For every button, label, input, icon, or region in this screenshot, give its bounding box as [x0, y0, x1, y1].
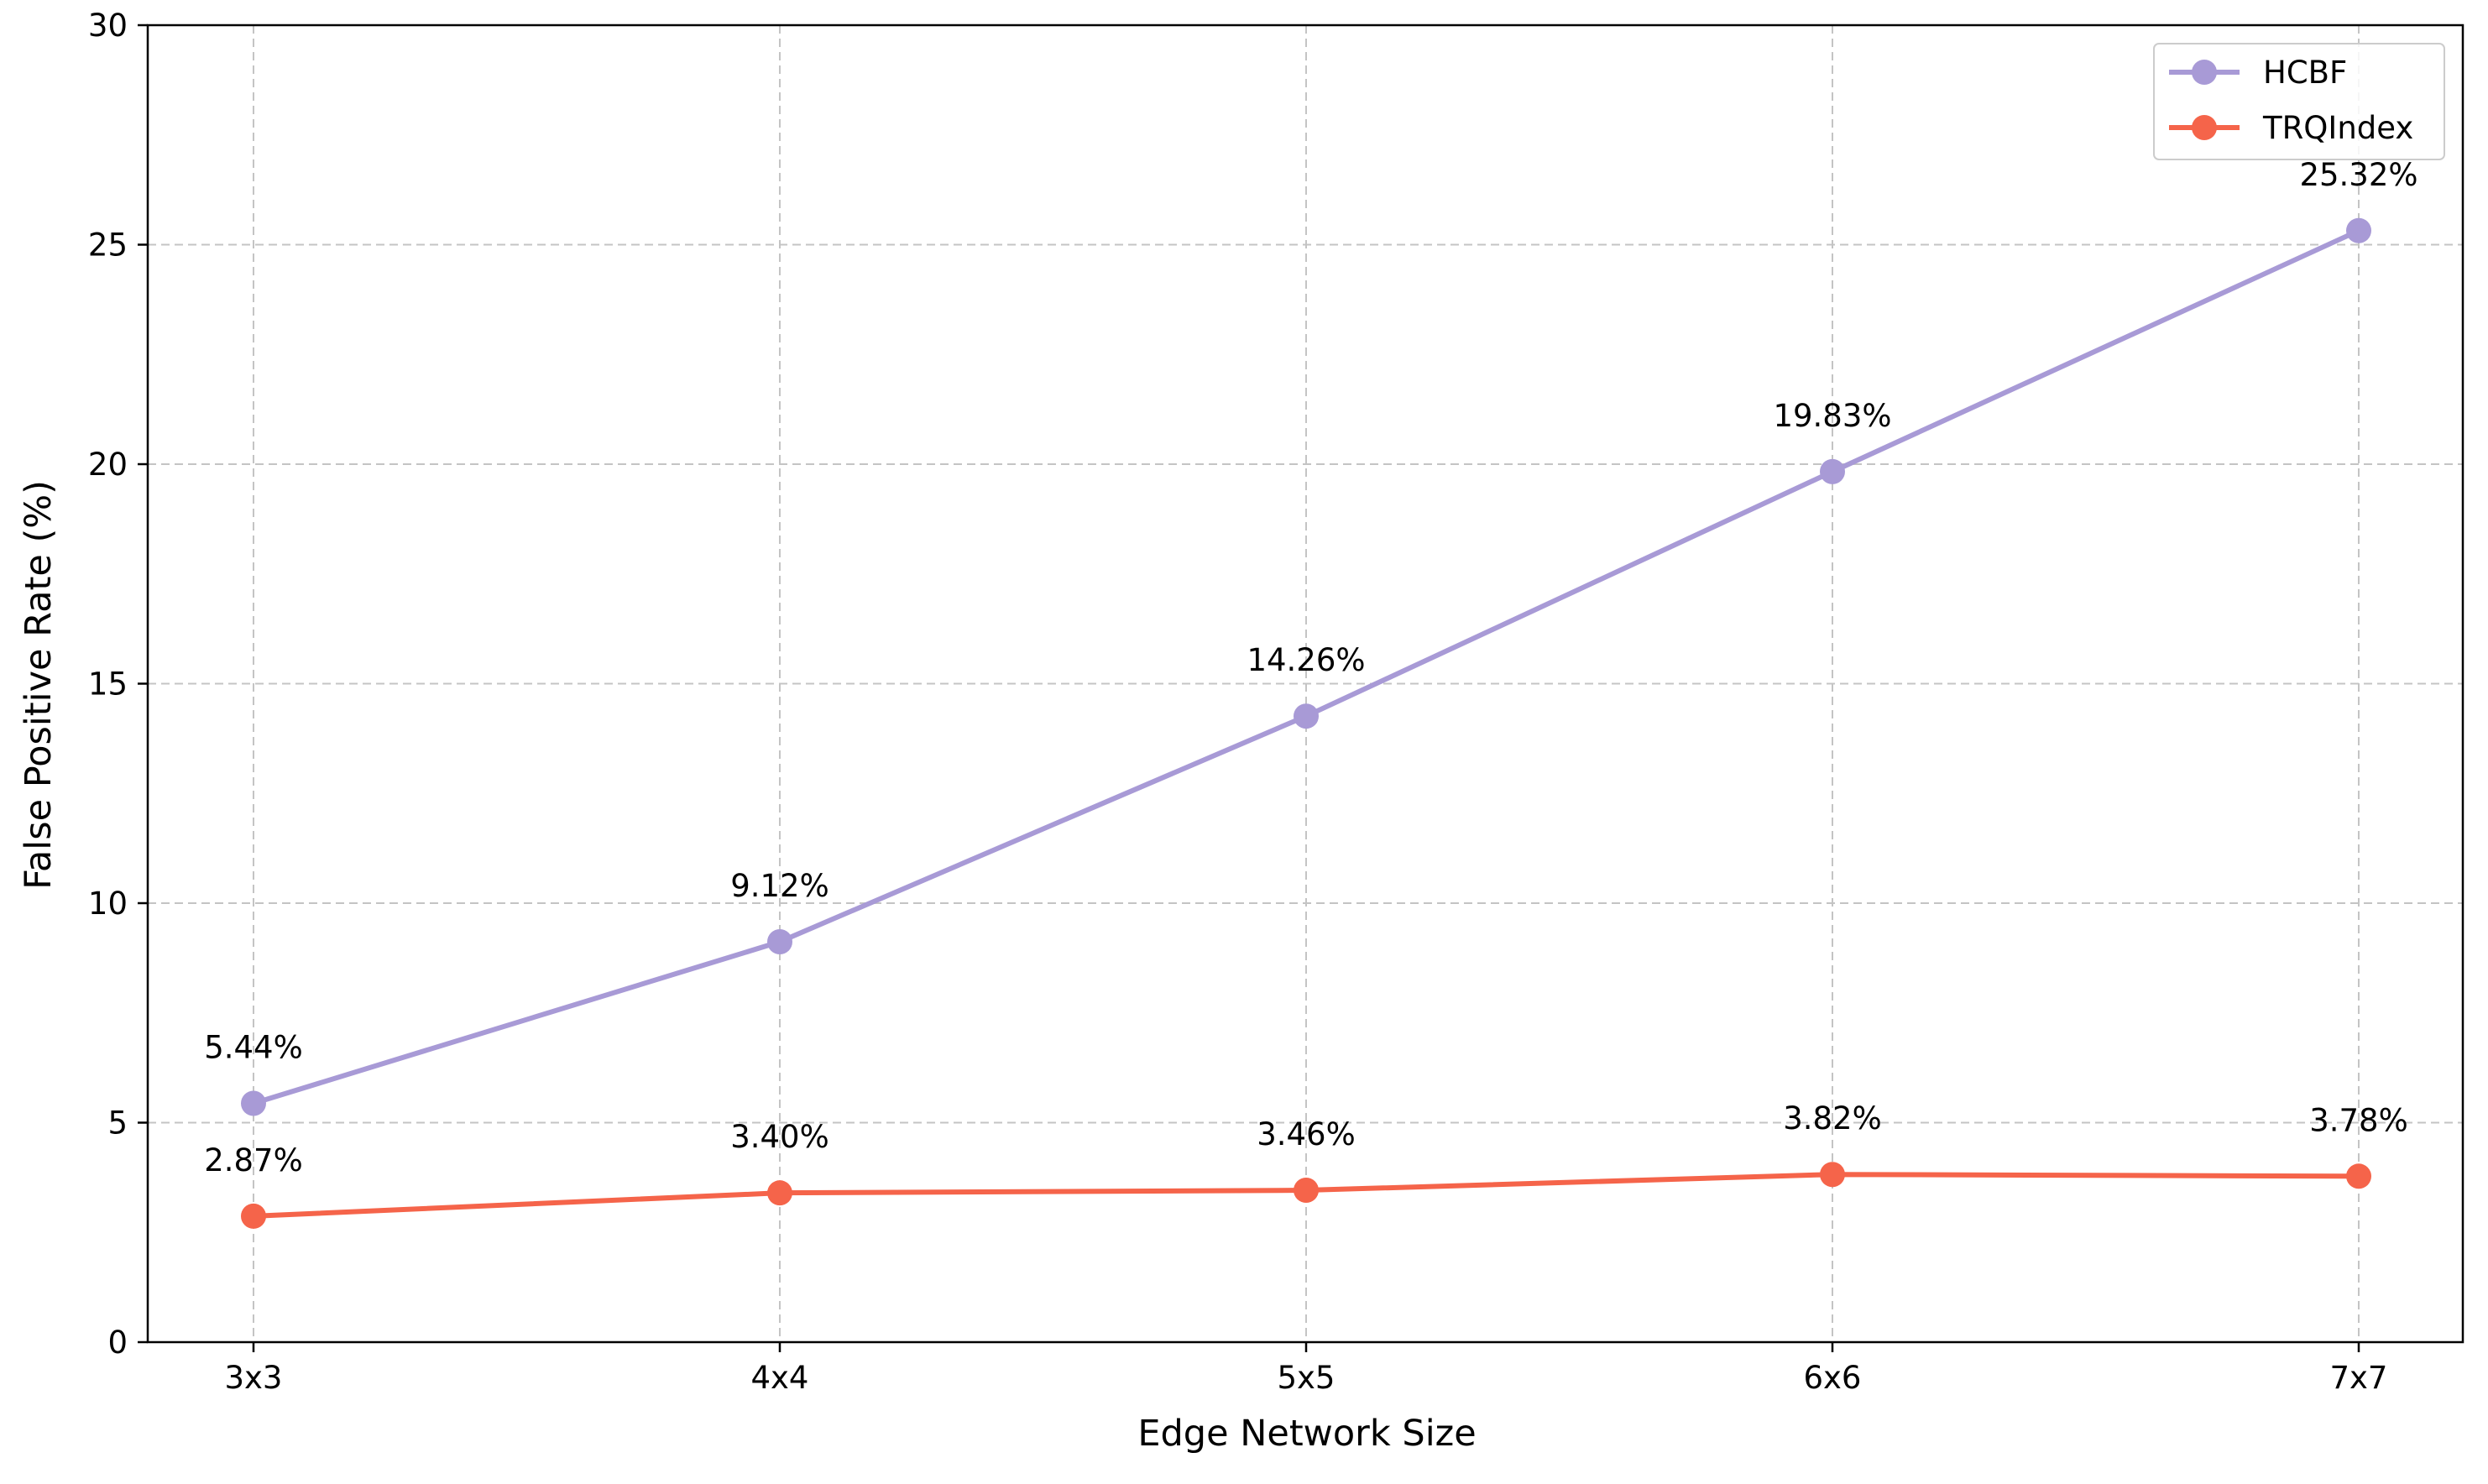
legend: HCBF TRQIndex [2153, 43, 2445, 160]
y-tick-label: 25 [88, 227, 128, 264]
y-tick-label: 15 [88, 666, 128, 703]
legend-marker [2192, 115, 2217, 140]
legend-marker [2192, 60, 2217, 85]
x-tick-label: 4x4 [751, 1360, 809, 1396]
series-lines [241, 217, 2371, 1229]
x-axis-title: Edge Network Size [1137, 1413, 1476, 1455]
data-point [241, 1090, 266, 1116]
data-point [1820, 1162, 1845, 1188]
data-label: 2.87% [204, 1142, 303, 1178]
data-point [1294, 1178, 1319, 1204]
axes: 3x3 4x4 5x5 6x6 7x7 0 5 10 15 20 25 30 [88, 8, 2464, 1396]
data-label: 9.12% [730, 868, 829, 904]
x-tick-label: 6x6 [1804, 1360, 1862, 1396]
y-tick-label: 0 [107, 1325, 128, 1361]
legend-label: HCBF [2263, 55, 2347, 91]
x-tick-label: 5x5 [1278, 1360, 1335, 1396]
data-label: 3.40% [730, 1119, 829, 1155]
y-axis-title: False Positive Rate (%) [18, 480, 60, 890]
data-label: 19.83% [1773, 398, 1891, 434]
x-tick-label: 3x3 [225, 1360, 283, 1396]
data-label: 3.78% [2309, 1102, 2408, 1138]
x-tick-label: 7x7 [2330, 1360, 2388, 1396]
data-point [1820, 458, 1845, 484]
data-point [241, 1203, 266, 1229]
data-point [1294, 703, 1319, 729]
data-label: 5.44% [204, 1029, 303, 1065]
legend-label: TRQIndex [2262, 110, 2413, 146]
y-tick-label: 30 [88, 8, 128, 44]
data-label: 3.46% [1257, 1116, 1356, 1152]
data-point [2346, 1163, 2371, 1189]
data-point [2346, 217, 2371, 243]
data-labels: 5.44% 9.12% 14.26% 19.83% 25.32% 2.87% 3.40% 3.… [204, 157, 2417, 1178]
data-label: 25.32% [2299, 157, 2417, 193]
data-label: 14.26% [1247, 642, 1365, 678]
data-label: 3.82% [1783, 1100, 1882, 1137]
data-point [767, 929, 792, 955]
y-tick-label: 5 [107, 1105, 128, 1142]
y-tick-label: 10 [88, 886, 128, 922]
y-tick-label: 20 [88, 447, 128, 483]
data-point [767, 1180, 792, 1206]
